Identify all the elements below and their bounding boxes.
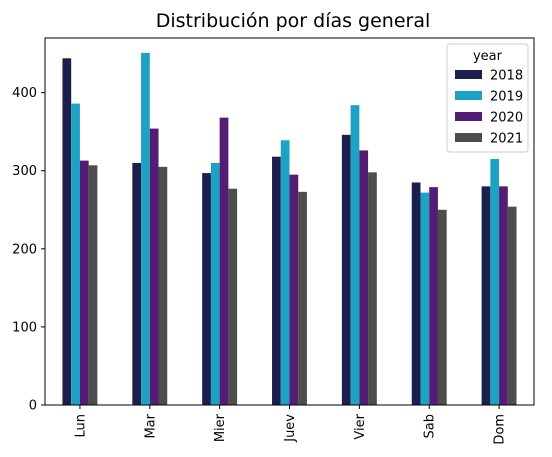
bar-dom-2020 bbox=[499, 186, 508, 405]
bar-dom-2018 bbox=[481, 186, 491, 405]
bar-juev-2019 bbox=[280, 140, 290, 406]
x-tick-label-lun: Lun bbox=[73, 414, 88, 438]
x-tick-label-dom: Dom bbox=[493, 414, 508, 445]
y-tick-label-0: 0 bbox=[29, 399, 37, 414]
legend-label-2021: 2021 bbox=[490, 132, 523, 147]
chart-title: Distribución por días general bbox=[156, 10, 431, 32]
x-tick-label-vier: Vier bbox=[353, 413, 368, 439]
bar-dom-2019 bbox=[490, 159, 500, 405]
legend-swatch-2021 bbox=[455, 133, 482, 142]
bar-sab-2021 bbox=[437, 209, 447, 405]
bar-mier-2019 bbox=[210, 162, 220, 405]
bar-sab-2019 bbox=[420, 192, 430, 405]
bar-lun-2021 bbox=[88, 165, 98, 405]
bar-mier-2020 bbox=[219, 117, 229, 406]
bars-layer bbox=[62, 52, 517, 406]
bar-lun-2018 bbox=[62, 58, 72, 406]
legend-swatch-2020 bbox=[455, 112, 482, 121]
y-tick-label-300: 300 bbox=[12, 164, 37, 179]
axes-layer: 0 100 200 300 400 Lun Mar Mier Juev Vier Sab Dom bbox=[12, 37, 535, 445]
bar-mar-2020 bbox=[149, 128, 159, 405]
bar-vier-2019 bbox=[350, 105, 360, 406]
y-tick-label-100: 100 bbox=[12, 320, 37, 335]
x-tick-label-juev: Juev bbox=[283, 414, 298, 443]
bar-lun-2019 bbox=[71, 103, 80, 405]
bar-mar-2021 bbox=[158, 166, 168, 405]
bar-mar-2018 bbox=[132, 162, 142, 405]
bar-juev-2018 bbox=[272, 156, 281, 405]
y-tick-label-400: 400 bbox=[12, 86, 37, 101]
legend-swatch-2018 bbox=[455, 70, 482, 79]
legend-label-2020: 2020 bbox=[490, 111, 523, 126]
bar-juev-2020 bbox=[289, 174, 299, 405]
y-tick-label-200: 200 bbox=[12, 242, 37, 257]
x-tick-label-mar: Mar bbox=[143, 413, 158, 438]
bar-mier-2018 bbox=[202, 173, 211, 405]
bar-sab-2020 bbox=[429, 187, 438, 405]
bar-mier-2021 bbox=[228, 188, 238, 405]
legend-label-2018: 2018 bbox=[490, 69, 523, 84]
x-tick-label-mier: Mier bbox=[213, 413, 228, 442]
bar-lun-2020 bbox=[79, 160, 89, 405]
bar-mar-2019 bbox=[141, 52, 150, 406]
legend-swatch-2019 bbox=[455, 91, 482, 100]
bar-dom-2021 bbox=[507, 206, 517, 405]
bar-vier-2021 bbox=[368, 172, 377, 405]
legend: year 2018 2019 2020 2021 bbox=[446, 43, 529, 153]
bar-juev-2021 bbox=[298, 191, 307, 405]
bar-vier-2018 bbox=[341, 134, 351, 405]
x-tick-label-sab: Sab bbox=[423, 414, 438, 438]
legend-title: year bbox=[473, 49, 503, 64]
bar-sab-2018 bbox=[411, 182, 421, 405]
legend-label-2019: 2019 bbox=[490, 90, 523, 105]
bar-vier-2020 bbox=[359, 150, 369, 405]
